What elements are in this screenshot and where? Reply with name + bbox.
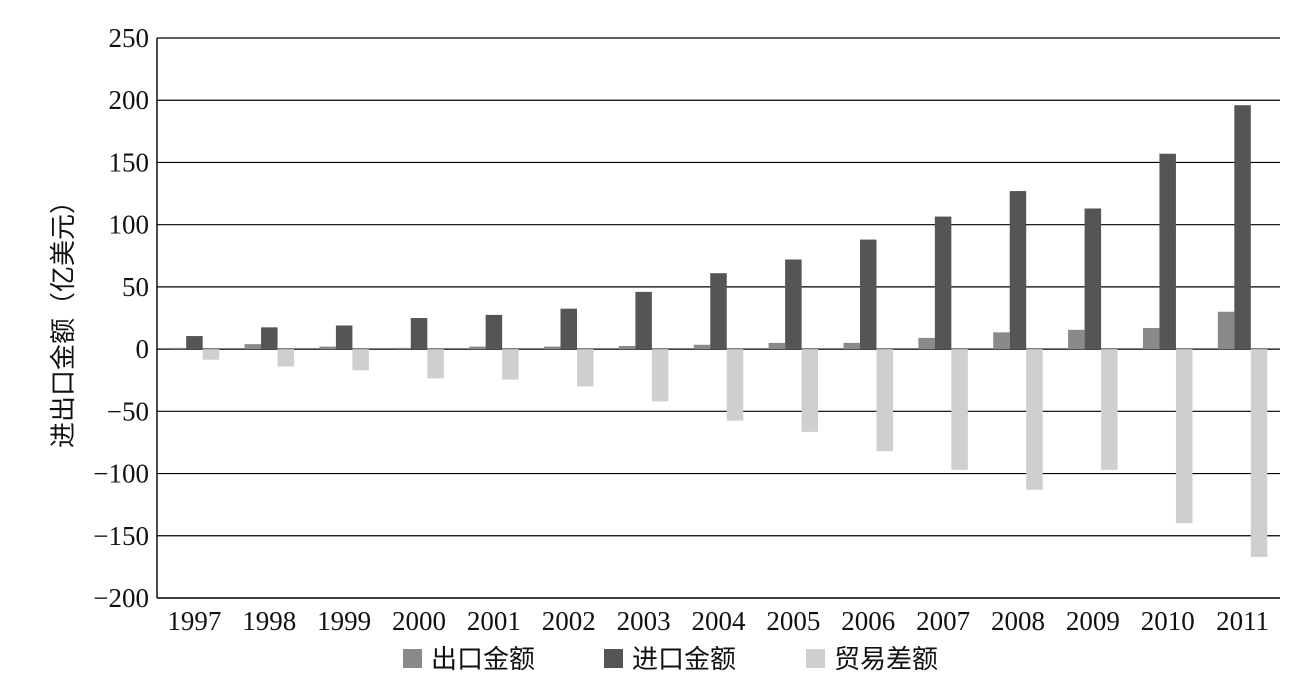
y-tick-label: 50 [122,272,149,302]
bar-import-2004 [710,273,727,350]
legend-item: 贸易差额 [806,645,938,675]
bar-export-2002 [544,346,561,350]
x-tick-label: 2004 [692,606,747,636]
bars [169,105,1268,557]
x-tick-label: 2001 [467,606,521,636]
bar-balance-2003 [651,349,669,402]
x-tick-label: 2010 [1141,606,1195,636]
x-tick-label: 2000 [392,606,446,636]
bar-import-2007 [934,216,952,350]
x-tick-label: 1999 [317,606,371,636]
bar-export-2008 [993,332,1010,350]
y-tick-label: −150 [93,521,149,551]
x-tick-label: 2008 [991,606,1045,636]
bar-balance-1998 [277,349,295,367]
bar-export-1998 [244,344,262,350]
bar-import-2010 [1159,153,1176,350]
bar-balance-1997 [202,349,220,360]
bar-balance-2006 [876,349,893,452]
bar-export-2010 [1142,327,1160,350]
legend-swatch [806,649,825,668]
bar-export-1999 [319,346,336,350]
axes [156,38,1280,599]
x-tick-label: 2011 [1216,606,1269,636]
bar-balance-2004 [726,349,744,421]
bar-export-2001 [469,346,486,350]
y-tick-label: 200 [109,85,150,115]
y-tick-label: 150 [109,147,150,177]
y-tick-label: 100 [109,210,150,240]
legend-swatch [604,649,623,668]
x-tick-label: 2003 [617,606,671,636]
legend-label: 贸易差额 [834,645,938,675]
legend-item: 进口金额 [604,645,736,675]
bar-export-2006 [843,342,860,350]
x-tick-label: 2009 [1066,606,1120,636]
bar-export-2009 [1068,329,1085,350]
legend-label: 进口金额 [632,645,736,675]
bar-balance-1999 [352,349,369,371]
bar-import-2005 [785,259,802,350]
x-tick-label: 2005 [766,606,820,636]
bar-import-2008 [1009,191,1027,350]
y-axis-title: 进出口金额（亿美元） [49,188,79,448]
bar-export-2004 [693,344,711,350]
bar-export-2005 [768,342,786,350]
bar-balance-2007 [951,349,968,470]
bar-balance-2011 [1250,349,1268,557]
bar-import-2009 [1084,208,1102,350]
legend-swatch [403,649,422,668]
bar-import-1998 [261,327,278,350]
bar-export-2003 [618,346,636,350]
bar-import-2006 [859,239,877,350]
x-tick-label: 2007 [916,606,970,636]
bar-balance-2009 [1101,349,1118,470]
bar-export-2000 [394,347,411,350]
y-tick-label: −100 [93,459,149,489]
bar-balance-2001 [502,349,519,380]
bar-import-1999 [335,325,353,350]
bar-balance-2008 [1026,349,1043,490]
legend: 出口金额 进口金额 贸易差额 [403,645,938,675]
bar-export-2007 [918,337,935,350]
y-tick-label: −200 [93,583,149,613]
bar-import-2002 [560,308,578,350]
legend-item: 出口金额 [403,645,535,675]
x-tick-labels: 1997 1998 1999 2000 2001 2002 2003 2004 2005 2006… [167,606,1269,636]
x-tick-label: 1997 [167,606,221,636]
bar-import-2000 [410,318,428,350]
bar-balance-2002 [577,349,594,387]
bar-export-1997 [169,347,187,350]
bar-balance-2010 [1175,349,1193,524]
y-tick-label: 0 [136,334,150,364]
bar-import-2001 [485,314,503,350]
x-tick-label: 2002 [542,606,596,636]
bar-balance-2000 [427,349,444,379]
bar-import-2003 [635,291,652,350]
x-tick-label: 2006 [841,606,895,636]
y-tick-label: 250 [109,23,150,53]
bar-import-2011 [1234,105,1251,350]
bar-balance-2005 [801,349,819,432]
legend-label: 出口金额 [431,645,535,675]
x-tick-label: 1998 [242,606,296,636]
bar-import-1997 [186,336,203,350]
bar-export-2011 [1217,311,1235,350]
y-tick-label: −50 [107,396,149,426]
y-tick-labels: 250 200 150 100 50 0 −50 −100 −150 −200 [93,23,149,613]
